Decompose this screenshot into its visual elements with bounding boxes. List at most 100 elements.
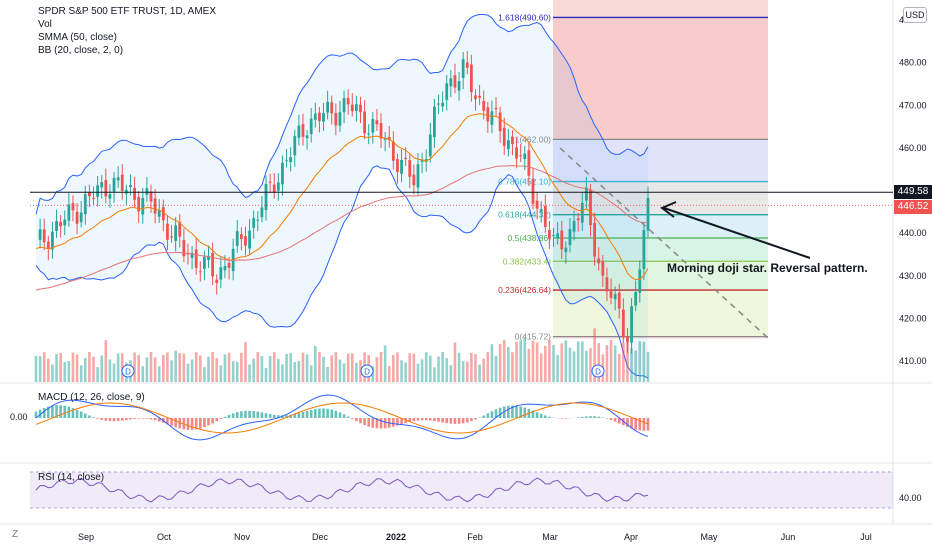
candle-body xyxy=(646,197,650,231)
macd-histogram-bar xyxy=(330,409,334,418)
candle-body xyxy=(416,164,420,188)
candle-body xyxy=(235,231,239,246)
macd-histogram-bar xyxy=(301,411,305,418)
macd-histogram-bar xyxy=(260,412,264,418)
footer-zoom-label[interactable]: Z xyxy=(12,529,19,540)
volume-bar xyxy=(646,351,650,382)
bollinger-fill xyxy=(36,14,648,379)
volume-bar xyxy=(166,352,169,382)
candle-body xyxy=(55,221,58,232)
macd-histogram-bar xyxy=(215,418,219,422)
macd-histogram-bar xyxy=(626,418,629,427)
volume-bar xyxy=(162,354,165,382)
macd-histogram-bar xyxy=(137,418,140,419)
macd-histogram-bar xyxy=(589,416,592,418)
volume-bar xyxy=(396,352,399,382)
candle-body xyxy=(556,233,560,239)
volume-bar xyxy=(486,352,490,382)
volume-bar xyxy=(55,353,58,382)
candle-body xyxy=(264,184,268,210)
volume-bar xyxy=(149,352,153,382)
volume-bar xyxy=(490,344,494,382)
candle-body xyxy=(100,182,104,188)
currency-badge[interactable]: USD xyxy=(903,7,927,23)
macd-histogram-bar xyxy=(490,411,494,418)
macd-histogram-bar xyxy=(83,413,87,418)
volume-bar xyxy=(34,356,38,382)
volume-bar xyxy=(207,356,210,382)
volume-bar xyxy=(47,358,50,382)
macd-histogram-bar xyxy=(149,418,153,420)
volume-bar xyxy=(535,342,539,382)
macd-histogram-bar xyxy=(400,418,403,425)
candle-body xyxy=(638,269,642,293)
volume-bar xyxy=(355,362,358,382)
time-tick-label: Oct xyxy=(157,532,172,542)
volume-bar xyxy=(383,345,387,382)
candle-body xyxy=(564,247,568,253)
volume-bar xyxy=(494,355,498,382)
price-tick-label: 430.00 xyxy=(899,271,927,281)
volume-bar xyxy=(589,348,592,382)
volume-bar xyxy=(457,352,461,382)
volume-bar xyxy=(560,343,564,382)
volume-bar xyxy=(38,356,42,382)
candle-body xyxy=(605,277,609,292)
candle-body xyxy=(350,104,354,112)
price-tick-label: 410.00 xyxy=(899,356,927,366)
macd-histogram-bar xyxy=(404,418,407,424)
fib-band xyxy=(553,261,768,291)
candle-body xyxy=(182,239,186,257)
candle-body xyxy=(198,271,202,273)
candle-body xyxy=(613,293,617,300)
volume-bar xyxy=(322,356,325,382)
candle-body xyxy=(268,181,272,183)
volume-bar xyxy=(116,353,120,382)
bollinger-lower xyxy=(35,165,649,379)
candle-body xyxy=(305,135,309,139)
legend-bb: BB (20, close, 2, 0) xyxy=(38,45,124,56)
candle-body xyxy=(326,101,330,113)
volume-bar xyxy=(289,352,292,382)
volume-bar xyxy=(453,342,457,382)
macd-histogram-bar xyxy=(112,418,116,422)
time-tick-label: Apr xyxy=(624,532,638,542)
fib-level-label: 0.5(438.86) xyxy=(508,233,552,243)
candle-body xyxy=(83,194,87,215)
macd-line xyxy=(35,394,649,441)
macd-histogram-bar xyxy=(346,416,350,418)
volume-bar xyxy=(112,363,116,382)
macd-histogram-bar xyxy=(613,418,617,422)
volume-bar xyxy=(605,345,609,382)
candle-body xyxy=(108,194,112,199)
macd-histogram-bar xyxy=(55,405,58,418)
price-tick-label: 440.00 xyxy=(899,228,927,238)
volume-bar xyxy=(564,340,568,382)
price-tick-label: 420.00 xyxy=(899,313,927,323)
macd-histogram-bar xyxy=(322,408,325,418)
candle-body xyxy=(87,192,91,197)
candle-body xyxy=(580,202,584,223)
volume-bar xyxy=(420,359,424,382)
macd-histogram-bar xyxy=(264,413,268,418)
candle-body xyxy=(59,221,63,227)
macd-histogram-bar xyxy=(334,410,338,418)
volume-bar xyxy=(137,354,140,382)
volume-bar xyxy=(240,352,243,382)
candle-body xyxy=(71,203,75,211)
macd-histogram-bar xyxy=(145,418,149,419)
macd-histogram-bar xyxy=(449,418,453,424)
candle-body xyxy=(334,112,338,126)
macd-histogram-bar xyxy=(396,418,399,426)
macd-histogram-bar xyxy=(141,418,145,419)
fib-band xyxy=(553,17,768,140)
volume-bar xyxy=(42,352,46,382)
macd-histogram-bar xyxy=(178,418,182,429)
macd-histogram-bar xyxy=(170,418,173,426)
candle-body xyxy=(248,230,251,249)
candle-body xyxy=(568,229,572,245)
fib-zone-top xyxy=(553,0,768,18)
candle-body xyxy=(289,157,293,163)
